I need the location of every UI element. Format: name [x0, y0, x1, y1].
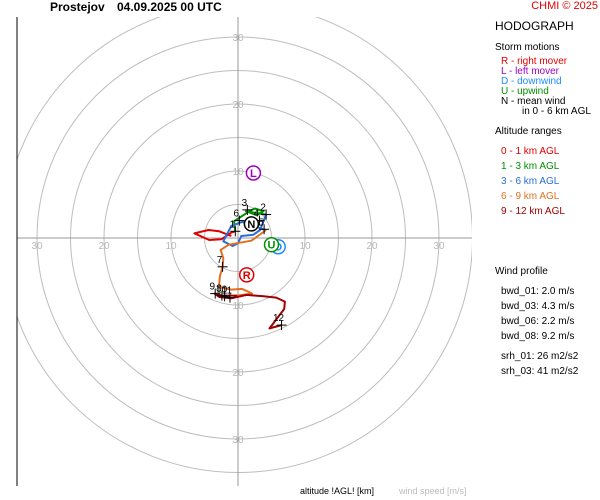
ring-label-east: 10: [299, 241, 311, 252]
altitude-range-6-9: 6 - 9 km AGL: [501, 191, 560, 202]
hodograph-markers: 123456789101112NLRDU: [209, 165, 287, 331]
storm-motion-marker: [238, 267, 255, 283]
ring-label-west: 10: [165, 241, 177, 252]
hodograph-grid: 10 10 10 10 20 20 20 20 30 30 30 30: [16, 17, 472, 486]
altitude-range-0-1: 0 - 1 km AGL: [501, 146, 560, 157]
height-marker-label: 4: [254, 209, 260, 220]
srh-03-value: srh_03: 41 m2/s2: [501, 366, 579, 377]
wind-speed-axis-label: wind speed [m/s]: [399, 486, 467, 496]
ring-label-north: 20: [232, 100, 244, 111]
height-marker-label: 8: [216, 284, 222, 295]
height-marker-label: 7: [217, 255, 223, 266]
height-marker-label: 11: [222, 286, 233, 297]
storm-motion-mean: N - mean wind: [501, 96, 566, 107]
storm-motion-upwind: U - upwind: [501, 86, 549, 97]
ring-label-west: 30: [31, 241, 43, 252]
height-marker-label: 6: [234, 209, 240, 220]
height-marker-label: 3: [242, 198, 248, 209]
storm-motion-label: R: [243, 270, 251, 282]
ring-label-east: 30: [433, 241, 445, 252]
altitude-ranges-title: Altitude ranges: [495, 126, 562, 137]
altitude-axis-label: altitude !AGL! [km]: [300, 486, 375, 496]
storm-motions-title: Storm motions: [495, 42, 560, 53]
storm-motion-marker: [243, 216, 260, 232]
storm-motion-marker: [263, 236, 280, 253]
height-marker-label: 2: [260, 203, 266, 214]
altitude-range-3-6: 3 - 6 km AGL: [501, 176, 560, 187]
ring-label-north: 10: [232, 167, 244, 178]
hodograph-trace: [218, 229, 267, 297]
storm-motion-label: L: [250, 168, 257, 180]
copyright-label: CHMI © 2025: [531, 0, 598, 12]
storm-motion-downwind: D - downwind: [501, 76, 562, 87]
height-marker-label: 5: [258, 217, 264, 228]
storm-motion-label: N: [247, 219, 255, 231]
height-marker-label: 1: [230, 219, 236, 230]
storm-motion-left: L - left mover: [501, 66, 559, 77]
height-marker-label: 9: [209, 282, 215, 293]
bwd-08-value: bwd_08: 9.2 m/s: [501, 331, 575, 342]
ring-label-south: 20: [232, 368, 244, 379]
altitude-range-1-3: 1 - 3 km AGL: [501, 161, 560, 172]
ring-label-east: 20: [366, 241, 378, 252]
srh-01-value: srh_01: 26 m2/s2: [501, 351, 579, 362]
station-name: Prostejov: [50, 0, 105, 14]
bwd-03-value: bwd_03: 4.3 m/s: [501, 301, 575, 312]
sounding-datetime: 04.09.2025 00 UTC: [117, 0, 222, 14]
storm-motion-right: R - right mover: [501, 56, 568, 67]
height-marker-label: 12: [273, 313, 285, 324]
ring-label-west: 20: [98, 241, 110, 252]
ring-label-north: 30: [232, 33, 244, 44]
hodograph-trace: [193, 229, 236, 241]
height-marker-label: 10: [216, 284, 228, 295]
bwd-06-value: bwd_06: 2.2 m/s: [501, 316, 575, 327]
altitude-range-9-12: 9 - 12 km AGL: [501, 206, 565, 217]
bwd-01-value: bwd_01: 2.0 m/s: [501, 286, 575, 297]
mean-wind-note: in 0 - 6 km AGL: [522, 106, 591, 117]
wind-profile-title: Wind profile: [495, 266, 548, 277]
hodograph-title: HODOGRAPH: [495, 19, 574, 33]
ring-label-south: 10: [232, 301, 244, 312]
storm-motion-label: U: [268, 240, 276, 252]
ring-label-south: 30: [232, 435, 244, 446]
storm-motion-marker: [245, 165, 262, 181]
